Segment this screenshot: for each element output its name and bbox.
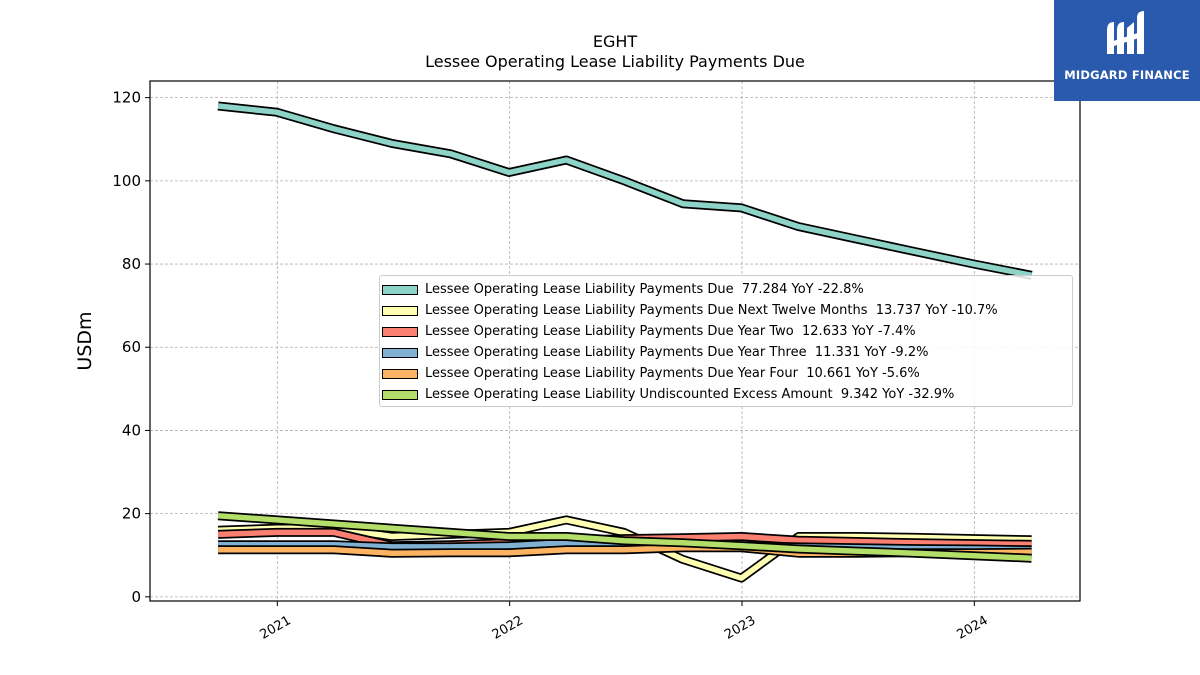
series-line xyxy=(217,515,1032,583)
legend-item: Lessee Operating Lease Liability Payment… xyxy=(382,344,928,362)
legend-label: Lessee Operating Lease Liability Payment… xyxy=(425,324,916,339)
y-tick-label: 0 xyxy=(131,588,141,606)
legend-label: Lessee Operating Lease Liability Undisco… xyxy=(425,387,955,402)
y-tick-label: 60 xyxy=(122,338,141,356)
y-tick-label: 120 xyxy=(112,89,141,107)
chart-legend: Lessee Operating Lease Liability Payment… xyxy=(379,275,1073,407)
chart-title: EGHT xyxy=(592,32,638,51)
series-line-fill xyxy=(218,517,1032,581)
y-tick-label: 80 xyxy=(122,255,141,273)
legend-label: Lessee Operating Lease Liability Payment… xyxy=(425,282,864,297)
midgard-finance-logo: MIDGARD FINANCE xyxy=(1054,0,1200,101)
series-line-fill xyxy=(217,512,1032,561)
legend-item: Lessee Operating Lease Liability Payment… xyxy=(382,302,998,320)
x-tick-label: 2022 xyxy=(490,613,526,643)
legend-item: Lessee Operating Lease Liability Undisco… xyxy=(382,386,954,404)
legend-item: Lessee Operating Lease Liability Payment… xyxy=(382,281,864,299)
legend-label: Lessee Operating Lease Liability Payment… xyxy=(425,345,929,360)
legend-item: Lessee Operating Lease Liability Payment… xyxy=(382,323,916,341)
legend-swatch xyxy=(382,327,418,337)
legend-swatch xyxy=(382,390,418,400)
series-line xyxy=(217,511,1032,563)
x-tick-label: 2023 xyxy=(722,613,758,643)
legend-swatch xyxy=(382,285,418,295)
legend-label: Lessee Operating Lease Liability Payment… xyxy=(425,303,998,318)
legend-swatch xyxy=(382,306,418,316)
x-tick-label: 2021 xyxy=(257,613,293,643)
y-tick-label: 100 xyxy=(112,172,141,190)
y-axis-label: USDm xyxy=(74,311,96,370)
series-line xyxy=(217,101,1033,280)
chart-subtitle: Lessee Operating Lease Liability Payment… xyxy=(425,52,805,71)
plot-area xyxy=(149,80,1081,602)
logo-text: MIDGARD FINANCE xyxy=(1064,68,1190,82)
legend-label: Lessee Operating Lease Liability Payment… xyxy=(425,366,920,381)
legend-swatch xyxy=(382,369,418,379)
y-tick-label: 20 xyxy=(122,505,141,523)
series-line-fill xyxy=(217,103,1033,278)
logo-mark-icon xyxy=(1107,11,1144,54)
legend-swatch xyxy=(382,348,418,358)
legend-item: Lessee Operating Lease Liability Payment… xyxy=(382,365,920,383)
y-tick-label: 40 xyxy=(122,421,141,439)
x-tick-label: 2024 xyxy=(955,613,991,643)
